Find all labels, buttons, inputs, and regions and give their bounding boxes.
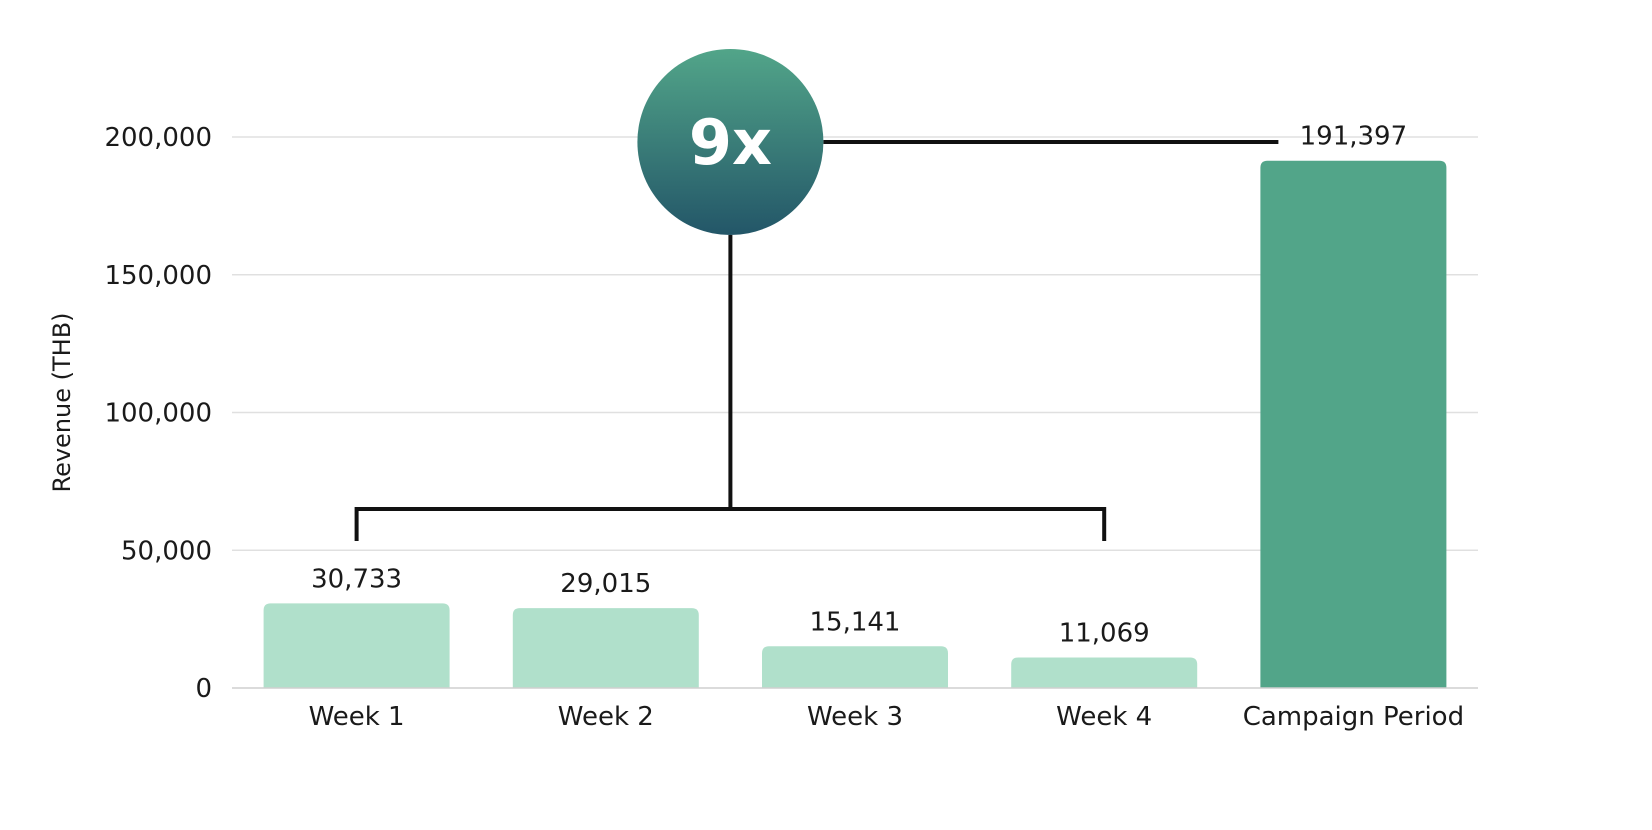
data-label: 30,733 [311,564,402,594]
y-tick-label: 0 [195,674,212,704]
category-labels: Week 1 Week 2 Week 3 Week 4 Campaign Period [309,702,1465,732]
y-axis-title: Revenue (THB) [48,312,76,492]
bar [1011,657,1198,688]
value-labels: 30,733 29,015 15,141 11,069 191,397 [311,122,1407,649]
bar [512,608,699,688]
ratio-badge-label: 9x [689,106,772,179]
data-label: 11,069 [1059,619,1150,649]
y-tick-label: 200,000 [104,123,212,153]
ratio-annotation: 9x [354,49,1279,541]
x-tick-label: Week 3 [807,702,903,732]
ratio-badge [637,49,824,235]
data-label: 29,015 [560,569,651,599]
bar [762,646,948,688]
bars [263,160,1447,688]
x-tick-label: Campaign Period [1243,702,1464,732]
bar [1260,160,1447,688]
bar [263,603,450,688]
data-label: 191,397 [1300,122,1408,152]
weeks-bracket [354,507,1107,541]
y-tick-label: 100,000 [104,399,212,429]
y-axis-ticks: 0 50,000 100,000 150,000 200,000 [104,123,212,704]
data-label: 15,141 [810,607,901,637]
x-tick-label: Week 4 [1056,702,1152,732]
x-tick-label: Week 2 [558,702,654,732]
x-tick-label: Week 1 [309,702,405,732]
y-tick-label: 150,000 [104,261,212,291]
y-tick-label: 50,000 [121,536,212,566]
